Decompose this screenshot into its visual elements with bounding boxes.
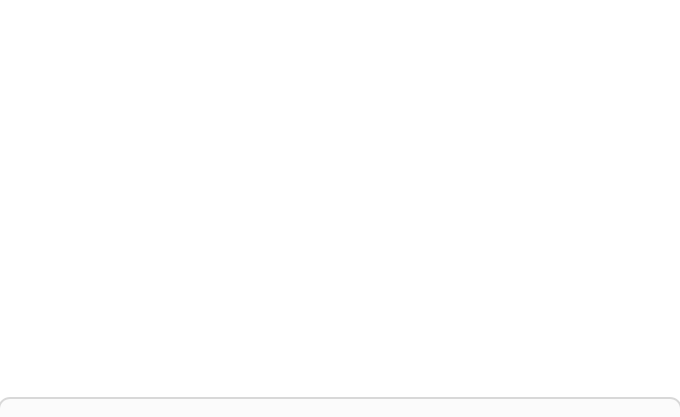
card-bottom-edge [0, 397, 680, 417]
